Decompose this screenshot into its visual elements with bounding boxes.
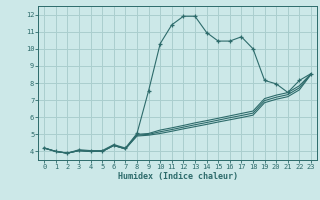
X-axis label: Humidex (Indice chaleur): Humidex (Indice chaleur): [118, 172, 238, 181]
